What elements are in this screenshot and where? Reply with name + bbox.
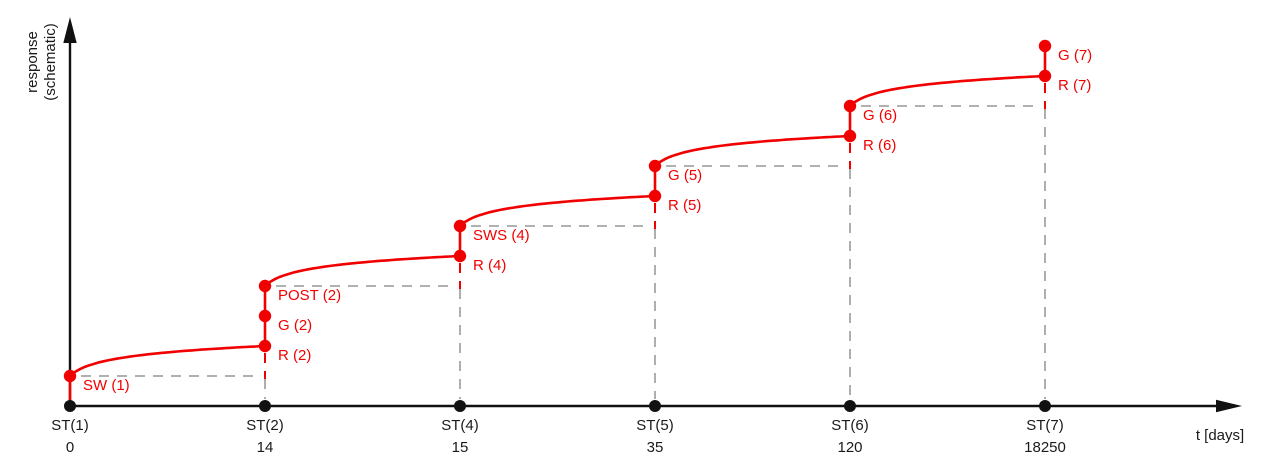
event-point-label: SW (1): [83, 377, 130, 394]
event-point-label: R (4): [473, 257, 506, 274]
event-point-label: R (6): [863, 137, 896, 154]
x-axis-station-dot: [649, 400, 661, 412]
event-point-dot: [453, 249, 467, 263]
response-curve-segment: [654, 134, 851, 168]
event-point-dot: [453, 219, 467, 233]
event-point-dot: [258, 339, 272, 353]
event-point-label: R (2): [278, 347, 311, 364]
event-point-label: G (2): [278, 317, 312, 334]
x-axis-station-dot: [454, 400, 466, 412]
x-axis-station-dot: [844, 400, 856, 412]
x-tick-days-value: 0: [66, 439, 74, 456]
x-tick-days-value: 35: [647, 439, 664, 456]
x-axis-station-dot: [64, 400, 76, 412]
response-curve-segment: [849, 74, 1046, 108]
event-point-dot: [843, 129, 857, 143]
response-curve-segment: [69, 344, 266, 378]
x-axis-arrowhead: [1216, 399, 1242, 413]
event-point-dot: [648, 159, 662, 173]
x-tick-days-value: 14: [257, 439, 274, 456]
response-curve-segment: [459, 194, 656, 228]
event-point-label: R (7): [1058, 77, 1091, 94]
event-point-dot: [258, 279, 272, 293]
x-tick-station-label: ST(5): [636, 417, 674, 434]
event-point-label: POST (2): [278, 287, 341, 304]
event-point-label: G (5): [668, 167, 702, 184]
y-axis-arrowhead: [63, 17, 77, 43]
event-point-dot: [63, 369, 77, 383]
chart-generated-layer: ST(1) 0 SW (1) ST(2) 14 R (2) G (2) POST (2) ST(…: [51, 17, 1242, 456]
x-axis-station-dot: [259, 400, 271, 412]
event-point-dot: [258, 309, 272, 323]
event-point-dot: [1038, 69, 1052, 83]
x-tick-days-value: 18250: [1024, 439, 1066, 456]
x-tick-station-label: ST(2): [246, 417, 284, 434]
event-point-label: R (5): [668, 197, 701, 214]
y-axis-label-line-1: response: [24, 31, 41, 93]
event-point-label: SWS (4): [473, 227, 530, 244]
event-point-label: G (7): [1058, 47, 1092, 64]
x-tick-days-value: 15: [452, 439, 469, 456]
x-tick-days-value: 120: [837, 439, 862, 456]
response-curve-segment: [264, 254, 461, 288]
event-point-dot: [648, 189, 662, 203]
x-axis-label: t [days]: [1196, 427, 1244, 444]
y-axis-label-line-2: (schematic): [42, 23, 59, 101]
x-tick-station-label: ST(4): [441, 417, 479, 434]
x-tick-station-label: ST(1): [51, 417, 89, 434]
event-point-dot: [1038, 39, 1052, 53]
event-point-dot: [843, 99, 857, 113]
x-axis-station-dot: [1039, 400, 1051, 412]
x-tick-station-label: ST(7): [1026, 417, 1064, 434]
event-point-label: G (6): [863, 107, 897, 124]
x-tick-station-label: ST(6): [831, 417, 869, 434]
